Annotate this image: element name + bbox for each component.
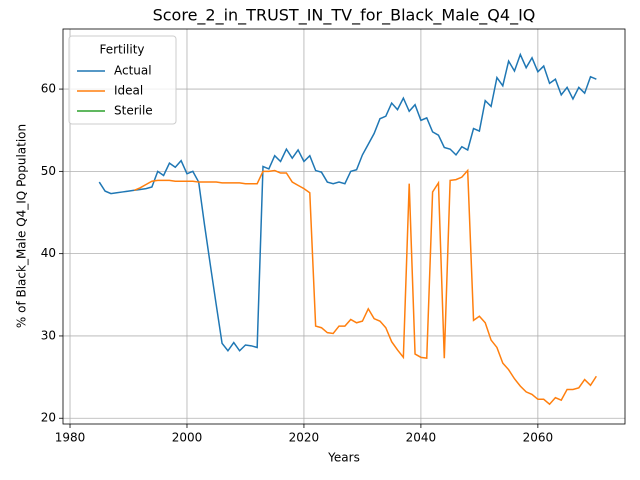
y-tick-label: 50: [41, 164, 56, 178]
legend-label: Sterile: [114, 104, 153, 118]
y-tick-label: 30: [41, 328, 56, 342]
legend: Fertility Actual Ideal Sterile: [68, 35, 177, 125]
y-axis-label: % of Black_Male Q4_IQ Population: [15, 124, 29, 328]
legend-label: Ideal: [114, 84, 143, 98]
plot-frame: [62, 28, 626, 425]
x-tick-label: 1980: [55, 431, 86, 445]
legend-label: Actual: [114, 64, 152, 78]
y-tick-label: 40: [41, 246, 56, 260]
data-line: [134, 168, 597, 406]
x-tick-label: 2000: [172, 431, 203, 445]
x-tick-label: 2060: [523, 431, 554, 445]
chart-title: Score_2_in_TRUST_IN_TV_for_Black_Male_Q4…: [153, 6, 536, 26]
x-axis-label: Years: [327, 451, 360, 465]
y-tick-label: 20: [41, 411, 56, 425]
x-tick-label: 2040: [406, 431, 437, 445]
y-tick-label: 60: [41, 82, 56, 96]
legend-frame: [68, 35, 177, 125]
data-line: [98, 52, 597, 353]
legend-title: Fertility: [99, 43, 144, 57]
x-tick-label: 2020: [289, 431, 320, 445]
